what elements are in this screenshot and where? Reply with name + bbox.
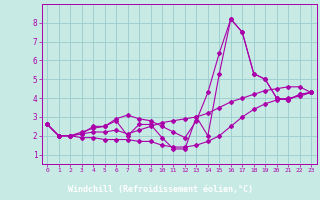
Text: Windchill (Refroidissement éolien,°C): Windchill (Refroidissement éolien,°C) [68, 185, 252, 194]
